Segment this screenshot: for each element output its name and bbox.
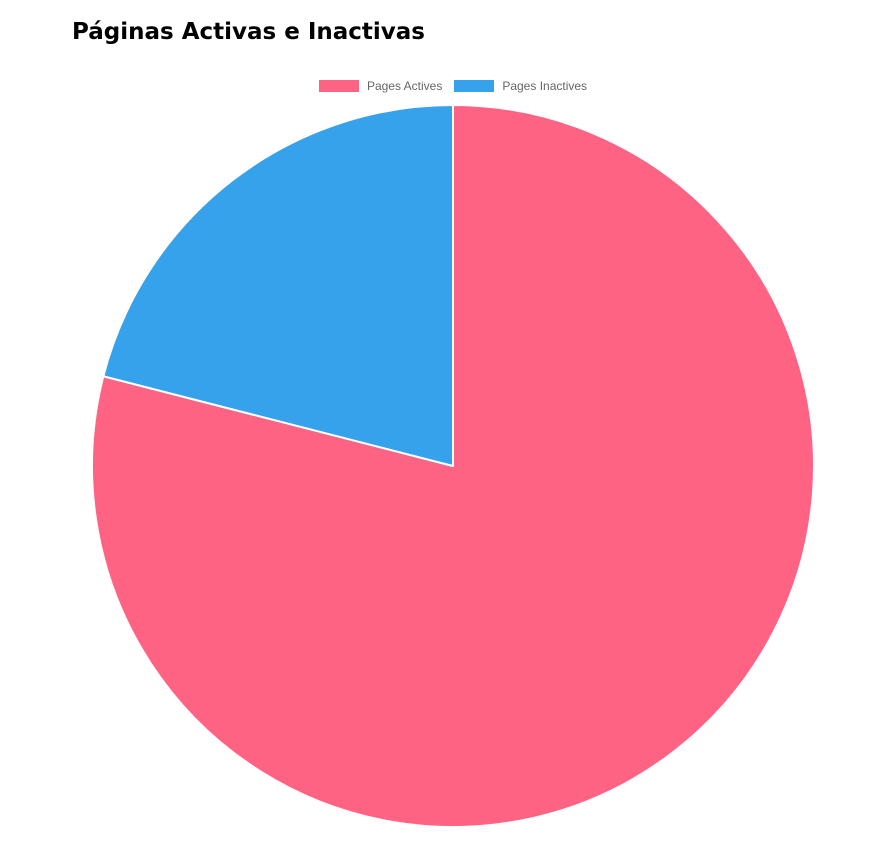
pie-slice-pages-inactives[interactable] (102, 104, 454, 467)
chart-legend: Pages Actives Pages Inactives (0, 76, 896, 96)
legend-label-pages-actives: Pages Actives (366, 79, 443, 93)
legend-item-pages-inactives[interactable]: Pages Inactives (454, 76, 587, 96)
legend-swatch-pages-actives (318, 80, 359, 92)
legend-swatch-pages-inactives (454, 80, 495, 92)
page-title: Páginas Activas e Inactivas (72, 19, 425, 45)
legend-label-pages-inactives: Pages Inactives (502, 79, 588, 93)
legend-item-pages-actives[interactable]: Pages Actives (318, 76, 443, 96)
